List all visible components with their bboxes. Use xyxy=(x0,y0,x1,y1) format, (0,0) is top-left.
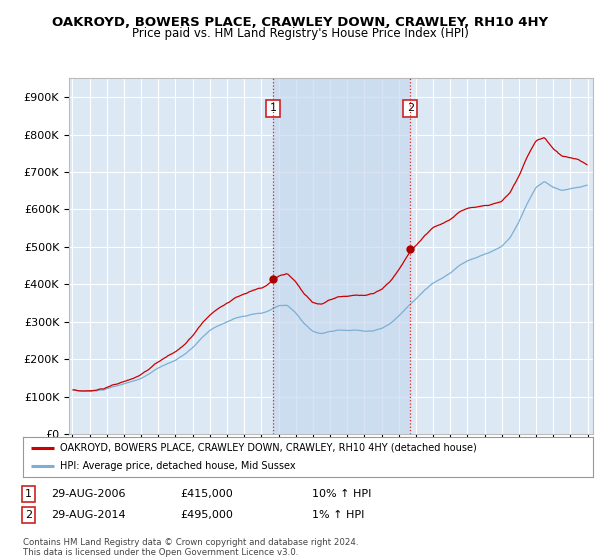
Text: HPI: Average price, detached house, Mid Sussex: HPI: Average price, detached house, Mid … xyxy=(60,461,295,471)
Text: OAKROYD, BOWERS PLACE, CRAWLEY DOWN, CRAWLEY, RH10 4HY: OAKROYD, BOWERS PLACE, CRAWLEY DOWN, CRA… xyxy=(52,16,548,29)
Text: 29-AUG-2006: 29-AUG-2006 xyxy=(51,489,125,499)
Bar xyxy=(273,78,410,434)
Text: 1% ↑ HPI: 1% ↑ HPI xyxy=(312,510,364,520)
Text: 2: 2 xyxy=(407,104,414,113)
Text: 1: 1 xyxy=(269,104,277,113)
Text: Contains HM Land Registry data © Crown copyright and database right 2024.
This d: Contains HM Land Registry data © Crown c… xyxy=(23,538,358,557)
Text: Price paid vs. HM Land Registry's House Price Index (HPI): Price paid vs. HM Land Registry's House … xyxy=(131,27,469,40)
Text: OAKROYD, BOWERS PLACE, CRAWLEY DOWN, CRAWLEY, RH10 4HY (detached house): OAKROYD, BOWERS PLACE, CRAWLEY DOWN, CRA… xyxy=(60,443,476,452)
Text: 29-AUG-2014: 29-AUG-2014 xyxy=(51,510,125,520)
Text: £495,000: £495,000 xyxy=(180,510,233,520)
Text: £415,000: £415,000 xyxy=(180,489,233,499)
Text: 2: 2 xyxy=(25,510,32,520)
Text: 10% ↑ HPI: 10% ↑ HPI xyxy=(312,489,371,499)
Text: 1: 1 xyxy=(25,489,32,499)
